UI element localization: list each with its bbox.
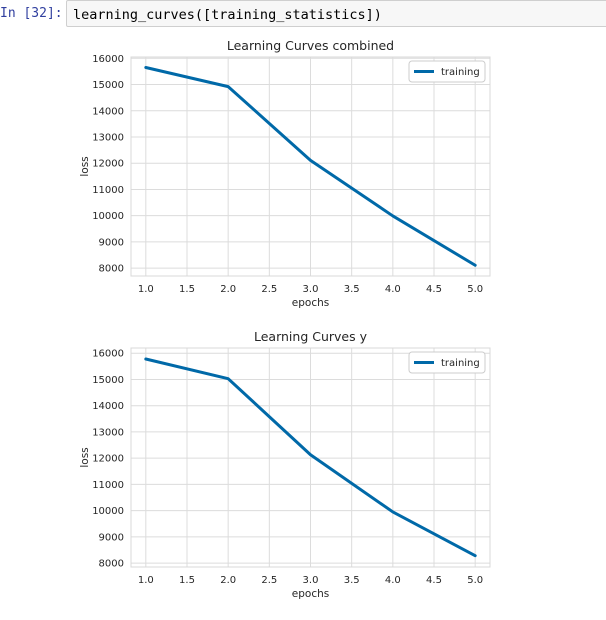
y-tick-label: 15000 — [92, 80, 124, 91]
y-tick-label: 13000 — [92, 427, 124, 438]
x-axis-label: epochs — [292, 297, 329, 309]
y-tick-label: 12000 — [92, 159, 124, 170]
y-tick-label: 14000 — [92, 106, 124, 117]
y-tick-label: 16000 — [92, 54, 124, 65]
y-tick-label: 12000 — [92, 454, 124, 465]
x-tick-label: 2.0 — [220, 575, 236, 586]
code-cell[interactable]: learning_curves([training_statistics]) — [66, 0, 606, 27]
x-tick-label: 5.0 — [467, 284, 483, 295]
x-tick-label: 1.5 — [179, 575, 195, 586]
x-tick-label: 3.0 — [303, 284, 319, 295]
y-axis-label: loss — [79, 156, 91, 176]
y-tick-label: 8000 — [99, 559, 124, 570]
plot-frame — [130, 56, 491, 277]
x-tick-label: 1.5 — [179, 284, 195, 295]
y-tick-label: 15000 — [92, 375, 124, 386]
x-tick-label: 1.0 — [138, 575, 154, 586]
x-tick-label: 2.5 — [261, 284, 277, 295]
y-tick-label: 9000 — [99, 532, 124, 543]
y-axis-label: loss — [79, 447, 91, 467]
y-tick-label: 9000 — [99, 237, 124, 248]
prompt-label: In [32]: — [0, 6, 63, 21]
x-tick-label: 5.0 — [467, 575, 483, 586]
chart-learning-curves-combined: Learning Curves combined 1.0 1.5 2.0 2.5 3.0 3… — [79, 38, 491, 309]
plot-frame — [130, 347, 491, 568]
x-tick-label: 4.0 — [385, 284, 401, 295]
legend-box — [408, 351, 486, 374]
code-text: learning_curves([training_statistics]) — [73, 7, 382, 23]
x-tick-label: 1.0 — [138, 284, 154, 295]
x-tick-label: 4.0 — [385, 575, 401, 586]
legend-label: training — [441, 358, 480, 369]
x-tick-label: 2.0 — [220, 284, 236, 295]
y-tick-label: 16000 — [92, 349, 124, 360]
y-tick-label: 11000 — [92, 185, 124, 196]
y-tick-label: 10000 — [92, 506, 124, 517]
x-tick-label: 3.5 — [344, 575, 360, 586]
x-tick-label: 4.5 — [426, 575, 442, 586]
x-tick-label: 4.5 — [426, 284, 442, 295]
y-tick-label: 13000 — [92, 132, 124, 143]
y-tick-label: 10000 — [92, 211, 124, 222]
legend-label: training — [441, 67, 480, 78]
y-tick-label: 11000 — [92, 480, 124, 491]
legend-box — [408, 60, 486, 83]
y-tick-label: 14000 — [92, 401, 124, 412]
chart-title: Learning Curves combined — [227, 38, 394, 53]
x-tick-label: 3.0 — [303, 575, 319, 586]
y-tick-label: 8000 — [99, 264, 124, 275]
x-tick-label: 3.5 — [344, 284, 360, 295]
x-tick-label: 2.5 — [261, 575, 277, 586]
x-axis-label: epochs — [292, 588, 329, 600]
chart-title: Learning Curves y — [254, 329, 368, 344]
chart-learning-curves-y: Learning Curves y 1.0 1.5 2.0 2.5 3.0 3.5 4.0 4.… — [79, 329, 491, 600]
